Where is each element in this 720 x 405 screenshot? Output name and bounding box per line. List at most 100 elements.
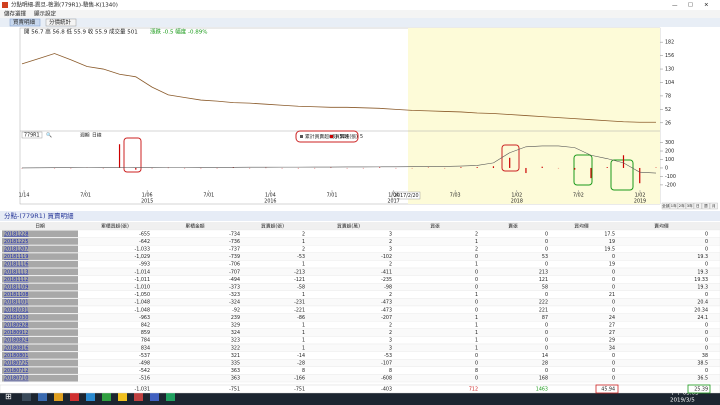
tab-label[interactable]: 買賣明細 <box>13 18 36 26</box>
taskbar-icon[interactable] <box>86 392 95 401</box>
cell: 0 <box>612 353 615 359</box>
date-link[interactable]: 20181228 <box>4 231 28 237</box>
date-link[interactable]: 20181108 <box>4 292 28 298</box>
cell: 221 <box>539 307 548 313</box>
range-button[interactable] <box>669 202 678 210</box>
cell: 0 <box>545 368 548 374</box>
cell: 0 <box>545 323 548 329</box>
y-tick-label: 26 <box>665 120 671 126</box>
taskbar-icon[interactable] <box>102 392 111 401</box>
date-link[interactable]: 20181109 <box>4 285 28 291</box>
cell: 1 <box>302 262 305 268</box>
x-year-label: 2015 <box>141 199 153 205</box>
flow-bar <box>574 167 576 170</box>
range-button[interactable] <box>661 202 670 210</box>
close[interactable]: ✕ <box>704 3 709 9</box>
maximize[interactable]: ☐ <box>688 2 693 9</box>
cell: 0 <box>705 368 708 374</box>
period[interactable]: 日線 <box>92 132 102 139</box>
cell: 0 <box>705 323 708 329</box>
x-tick-label: 1/04 <box>388 193 399 199</box>
range-button[interactable] <box>685 202 694 210</box>
range-button[interactable] <box>677 202 686 210</box>
taskbar-icon[interactable] <box>38 392 47 401</box>
cell: -707 <box>229 269 240 275</box>
range-button[interactable] <box>709 202 718 210</box>
date-link[interactable]: 20181101 <box>4 300 28 306</box>
taskbar-icon[interactable] <box>22 392 31 401</box>
cell: 21 <box>609 292 615 298</box>
cell: 0 <box>545 345 548 351</box>
date-link[interactable]: 20181119 <box>4 254 28 260</box>
date-cell <box>2 268 78 276</box>
range-label[interactable]: 週 <box>704 203 708 208</box>
date-link[interactable]: 20181116 <box>4 262 28 268</box>
taskbar-icon[interactable] <box>134 392 143 401</box>
date-link[interactable]: 20180816 <box>4 345 28 351</box>
cell: -608 <box>381 376 392 382</box>
range-label[interactable]: 日 <box>696 204 700 208</box>
cell: 0 <box>705 338 708 344</box>
tab[interactable] <box>45 18 77 27</box>
cell: -494 <box>229 277 240 283</box>
cell: 0 <box>545 292 548 298</box>
broker[interactable]: 779R1 <box>24 133 40 139</box>
minimize[interactable]: — <box>672 3 678 9</box>
range-label[interactable]: 月 <box>712 203 716 208</box>
column-header: 買均價 <box>574 223 589 230</box>
range-button[interactable] <box>693 202 702 210</box>
date-link[interactable]: 20180928 <box>4 323 28 329</box>
date-link[interactable]: 20181030 <box>4 315 28 321</box>
date-link[interactable]: 20180801 <box>4 353 28 359</box>
tab-active[interactable] <box>9 18 41 27</box>
y-tick-label: 104 <box>665 80 674 86</box>
cell: 2 <box>302 231 305 237</box>
range-label[interactable]: 2年 <box>679 203 685 208</box>
cell: -642 <box>139 239 150 245</box>
range-label[interactable]: 全部 <box>662 203 670 208</box>
cell: 0 <box>475 376 478 382</box>
spike-highlight <box>573 154 593 186</box>
date-link[interactable]: 20180710 <box>4 376 28 382</box>
y-tick-label: 130 <box>665 67 674 73</box>
date-link[interactable]: 20180912 <box>4 330 28 336</box>
cell: -537 <box>139 353 150 359</box>
cell: 0 <box>612 376 615 382</box>
totals-row <box>0 384 720 394</box>
date-link[interactable]: 20181225 <box>4 239 28 245</box>
date-link[interactable]: 20181031 <box>4 307 28 313</box>
cell: 335 <box>231 361 240 367</box>
menu-item[interactable]: 顯示設定 <box>34 10 57 18</box>
cell: 1 <box>475 338 478 344</box>
date-link[interactable]: 20180824 <box>4 338 28 344</box>
date-link[interactable]: 20180725 <box>4 361 28 367</box>
spike-highlight <box>501 144 520 172</box>
menu-item[interactable]: 儲存選擇 <box>4 10 27 18</box>
zoom-button[interactable]: 🔍 <box>46 132 52 139</box>
broker-select[interactable] <box>21 131 43 139</box>
cell: 19 <box>609 239 615 245</box>
date-link[interactable]: 20181112 <box>4 277 28 283</box>
taskbar-icon[interactable] <box>54 392 63 401</box>
cell: -542 <box>139 368 150 374</box>
column-header: 累積買超(張) <box>101 223 129 230</box>
cell: 28 <box>542 361 548 367</box>
range-button[interactable] <box>701 202 710 210</box>
column-header: 賣張 <box>508 223 518 230</box>
date-link[interactable]: 20181113 <box>4 269 28 275</box>
cell: 2 <box>302 247 305 253</box>
date-cell <box>2 230 78 238</box>
taskbar-icon[interactable] <box>118 392 127 401</box>
taskbar-icon[interactable] <box>166 392 175 401</box>
range-label[interactable]: 1年 <box>671 203 677 208</box>
tab-label[interactable]: 分價統計 <box>49 18 72 26</box>
y-tick-label: 100 <box>665 157 674 163</box>
date-link[interactable]: 20181207 <box>4 247 28 253</box>
range-label[interactable]: 3年 <box>687 203 693 208</box>
start-button[interactable]: ⊞ <box>5 392 12 401</box>
date-link[interactable]: 20180712 <box>4 368 28 374</box>
taskbar-icon[interactable] <box>70 392 79 401</box>
x-tick-label: 1/06 <box>142 193 153 199</box>
cell: 321 <box>231 353 240 359</box>
taskbar-icon[interactable] <box>150 392 159 401</box>
